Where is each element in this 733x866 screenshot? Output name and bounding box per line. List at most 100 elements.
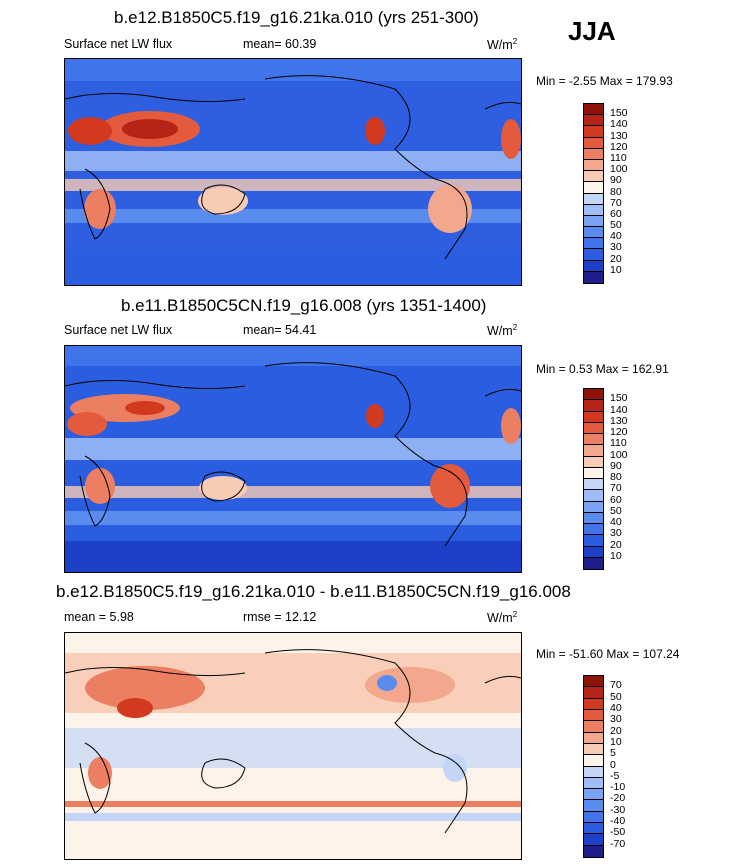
colorbar-tick-label: 60 [610,207,622,220]
map-warm-eurasia [85,666,205,710]
colorbar-segment [584,789,603,801]
colorbar-segment [584,126,603,138]
colorbar-segment [584,845,603,857]
map-australia [198,187,248,215]
colorbar-segment [584,743,603,756]
panel-1-map [64,58,522,286]
map-australia [199,476,247,500]
map-band-antarctic [65,541,521,572]
colorbar-tick-label: -50 [610,826,626,839]
map-coastlines [65,75,521,260]
map-band-antarctic [65,249,521,285]
colorbar-segment [584,400,603,412]
colorbar-tick-label: 100 [610,163,628,176]
colorbar-tick-label: 10 [610,735,622,748]
colorbar-segment [584,676,603,688]
colorbar-tick-label: 20 [610,252,622,265]
panel-3-mean-label: mean = 5.98 [64,610,134,624]
panel-1-map-svg [65,59,521,285]
colorbar-tick-label: 50 [610,504,622,517]
map-hot-nw-america [365,117,385,145]
colorbar-segment [584,823,603,835]
colorbar-segment [584,411,603,423]
season-label: JJA [568,16,616,46]
map-band-southern-blue [65,813,521,821]
panel-3-minmax: Min = -51.60 Max = 107.24 [536,647,680,661]
colorbar-tick-label: -70 [610,837,626,850]
colorbar-tick-label: 30 [610,241,622,254]
colorbar-tick-label: -10 [610,781,626,794]
colorbar-segment [584,104,603,116]
colorbar-tick-label: 20 [610,724,622,737]
colorbar-tick-label: 70 [610,196,622,209]
colorbar-segment [584,490,603,502]
colorbar-segment [584,148,603,160]
map-coastlines [65,362,521,547]
colorbar-segment [584,182,603,194]
colorbar-tick-label: 80 [610,471,622,483]
map-hot-nw-america [366,404,384,428]
colorbar-tick-label: 30 [610,713,622,726]
panel-2-variable-label: Surface net LW flux [64,323,173,337]
colorbar-segment [584,501,603,513]
colorbar-segment [584,271,603,283]
colorbar-tick-label: 70 [610,482,622,495]
colorbar-tick-label: 120 [610,140,628,153]
colorbar-segment [584,422,603,434]
map-warm-tibet [117,698,153,718]
colorbar-segment [584,557,603,569]
map-band-tropics [65,151,521,171]
colorbar-tick-label: 0 [610,758,616,771]
colorbar-segment [584,467,603,479]
map-coastlines [65,649,521,834]
colorbar-tick-label: -20 [610,792,626,805]
panel-1-minmax: Min = -2.55 Max = 179.93 [536,74,673,88]
colorbar-segment [584,811,603,824]
colorbar-segment [584,456,603,468]
colorbar-segment [584,238,603,250]
colorbar-segment [584,159,603,172]
map-south-america [428,185,472,233]
colorbar-tick-label: 30 [610,527,622,540]
colorbar-tick-label: 90 [610,174,622,187]
map-hot-middle-east [67,412,107,436]
panel-1-colorbar [583,103,604,284]
panel-1-mean-label: mean= 60.39 [243,37,317,51]
colorbar-tick-label: 40 [610,516,622,528]
colorbar-tick-label: 110 [610,437,627,450]
colorbar-tick-label: 140 [610,403,628,416]
colorbar-tick-label: 60 [610,493,622,506]
colorbar-tick-label: 20 [610,538,622,551]
colorbar-segment [584,204,603,216]
colorbar-segment [584,260,603,272]
colorbar-segment [584,546,603,558]
colorbar-segment [584,524,603,536]
colorbar-tick-label: 130 [610,129,628,142]
map-band-arctic [65,346,521,366]
map-cool-spot [377,675,397,691]
colorbar-segment [584,215,603,228]
map-band-midlat-s [65,511,521,525]
map-band-subtropics [65,486,521,498]
colorbar-segment [584,115,603,127]
map-hot-asia-core [125,401,165,415]
colorbar-tick-label: 90 [610,459,622,472]
colorbar-segment [584,512,603,524]
colorbar-tick-label: 120 [610,426,628,438]
panel-2-map [64,345,522,573]
colorbar-tick-label: -5 [610,769,620,782]
colorbar-tick-label: 100 [610,448,628,461]
panel-2-minmax: Min = 0.53 Max = 162.91 [536,362,669,376]
panel-3-colorbar [583,675,604,858]
panel-3-map [64,632,522,860]
colorbar-tick-label: -30 [610,803,626,816]
map-band-tropics [65,438,521,460]
colorbar-segment [584,445,603,457]
panel-1-title: b.e12.B1850C5.f19_g16.21ka.010 (yrs 251-… [114,8,479,27]
colorbar-segment [584,687,603,699]
panel-2-map-svg [65,346,521,572]
colorbar-tick-label: 50 [610,690,622,703]
colorbar-segment [584,755,603,767]
map-band-midlat-s [65,209,521,223]
map-hot-africa [85,468,115,504]
